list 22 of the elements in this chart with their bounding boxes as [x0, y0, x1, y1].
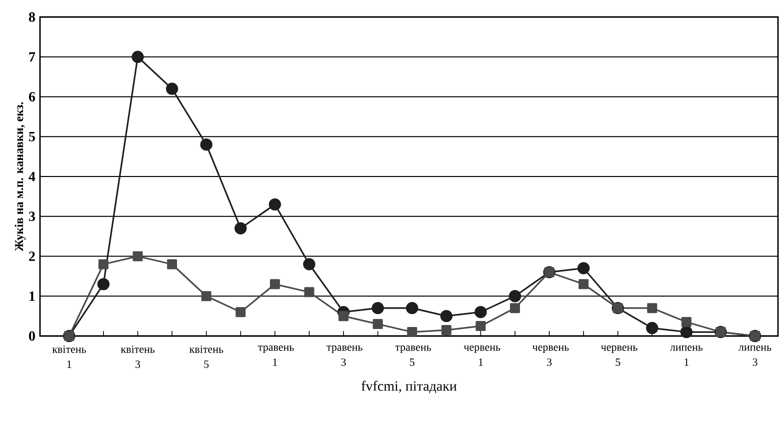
y-tick-label: 0	[29, 331, 35, 341]
y-tick-label: 5	[29, 132, 35, 142]
x-tick-label: квітень 1	[52, 346, 86, 368]
y-tick-label: 3	[29, 212, 35, 222]
y-tick-label: 6	[28, 92, 36, 102]
y-tick-label: 4	[28, 172, 36, 182]
x-tick-label: травень 5	[395, 346, 431, 366]
x-tick-label: травень 3	[326, 346, 362, 366]
y-tick-label: 1	[30, 291, 35, 301]
x-tick-label: червень 1	[464, 346, 500, 366]
x-axis-title: fvfcmi, пітадаки	[362, 380, 457, 394]
y-tick-label: 7	[29, 52, 36, 62]
x-tick-label: червень 5	[601, 346, 638, 366]
x-tick-label: липень 1	[670, 346, 703, 366]
x-tick-label: квітень 5	[190, 346, 224, 368]
x-tick-label: квітень 3	[120, 346, 155, 368]
y-tick-label: 8	[28, 12, 36, 22]
x-tick-label: липень 3	[738, 346, 772, 366]
x-tick-label: травень 1	[258, 346, 294, 366]
y-tick-label: 2	[29, 252, 35, 261]
x-tick-label: червень 3	[532, 346, 569, 366]
y-axis-title: Жуків на м.п. канавки, екз.	[14, 102, 26, 252]
